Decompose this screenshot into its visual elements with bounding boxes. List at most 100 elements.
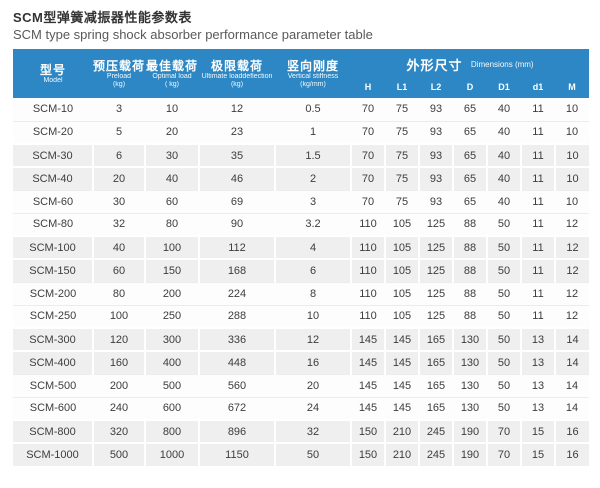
value-cell: 30 <box>145 143 200 167</box>
value-cell: 50 <box>487 258 522 282</box>
value-cell: 125 <box>419 212 453 236</box>
value-cell: 69 <box>199 189 275 213</box>
value-cell: 5 <box>93 120 145 144</box>
value-cell: 12 <box>199 98 275 121</box>
value-cell: 150 <box>145 258 200 282</box>
value-cell: 190 <box>453 419 488 443</box>
value-cell: 40 <box>93 235 146 259</box>
value-cell: 65 <box>453 120 487 144</box>
value-cell: 12 <box>555 212 590 236</box>
value-cell: 65 <box>453 189 487 213</box>
model-cell: SCM-60 <box>13 189 93 213</box>
value-cell: 165 <box>419 396 453 420</box>
value-cell: 200 <box>145 281 199 305</box>
value-cell: 32 <box>275 419 352 443</box>
value-cell: 24 <box>275 396 351 420</box>
model-cell: SCM-80 <box>13 212 93 236</box>
value-cell: 110 <box>351 212 385 236</box>
value-cell: 110 <box>351 235 386 259</box>
value-cell: 93 <box>419 98 453 121</box>
value-cell: 11 <box>521 120 555 144</box>
value-cell: 20 <box>145 120 199 144</box>
value-cell: 145 <box>351 396 385 420</box>
value-cell: 2 <box>275 166 352 190</box>
value-cell: 13 <box>521 327 556 351</box>
column-header-M: M <box>555 82 590 98</box>
value-cell: 88 <box>453 258 488 282</box>
value-cell: 245 <box>419 442 454 466</box>
value-cell: 320 <box>93 419 146 443</box>
value-cell: 145 <box>351 350 386 374</box>
value-cell: 32 <box>93 212 145 236</box>
value-cell: 224 <box>199 281 275 305</box>
value-cell: 105 <box>385 281 419 305</box>
value-cell: 11 <box>521 189 555 213</box>
value-cell: 210 <box>385 419 420 443</box>
value-cell: 14 <box>555 373 590 397</box>
table-row: SCM-150 60 150 168 6 110 105 125 88 50 11 12 <box>13 258 590 282</box>
value-cell: 70 <box>487 419 522 443</box>
value-cell: 4 <box>275 235 352 259</box>
value-cell: 75 <box>385 166 420 190</box>
value-cell: 125 <box>419 235 454 259</box>
value-cell: 100 <box>93 304 145 328</box>
table-row: SCM-600 240 600 672 24 145 145 165 130 50 13 14 <box>13 396 590 420</box>
value-cell: 112 <box>199 235 276 259</box>
model-cell: SCM-500 <box>13 373 93 397</box>
value-cell: 13 <box>521 396 555 420</box>
model-cell: SCM-30 <box>13 143 94 167</box>
column-header-optimal-load: 最佳载荷 Optimal load ( kg) <box>145 49 199 98</box>
value-cell: 90 <box>199 212 275 236</box>
params-table: 型号 Model 预压载荷 Preload (kg) 最佳载荷 Optimal … <box>13 49 590 466</box>
value-cell: 46 <box>199 166 276 190</box>
model-cell: SCM-1000 <box>13 442 94 466</box>
value-cell: 288 <box>199 304 275 328</box>
value-cell: 448 <box>199 350 276 374</box>
value-cell: 6 <box>93 143 146 167</box>
value-cell: 40 <box>487 143 522 167</box>
value-cell: 105 <box>385 258 420 282</box>
page-title: SCM型弹簧减振器性能参数表 <box>13 10 192 25</box>
value-cell: 400 <box>145 350 200 374</box>
value-cell: 150 <box>351 419 386 443</box>
value-cell: 145 <box>385 327 420 351</box>
value-cell: 110 <box>351 281 385 305</box>
model-cell: SCM-800 <box>13 419 94 443</box>
value-cell: 88 <box>453 281 487 305</box>
column-header-H: H <box>351 82 385 98</box>
value-cell: 6 <box>275 258 352 282</box>
value-cell: 93 <box>419 189 453 213</box>
value-cell: 145 <box>351 327 386 351</box>
table-row: SCM-30 6 30 35 1.5 70 75 93 65 40 11 10 <box>13 143 590 167</box>
value-cell: 145 <box>385 396 419 420</box>
value-cell: 3.2 <box>275 212 351 236</box>
value-cell: 10 <box>555 120 590 144</box>
model-cell: SCM-600 <box>13 396 93 420</box>
value-cell: 40 <box>487 189 521 213</box>
value-cell: 40 <box>145 166 200 190</box>
table-row: SCM-100 40 100 112 4 110 105 125 88 50 11 12 <box>13 235 590 259</box>
value-cell: 245 <box>419 419 454 443</box>
value-cell: 10 <box>275 304 351 328</box>
value-cell: 11 <box>521 281 555 305</box>
value-cell: 16 <box>555 442 590 466</box>
table-body: SCM-10 3 10 12 0.5 70 75 93 65 40 11 10 SCM-20 5 20 23 1… <box>13 98 590 466</box>
value-cell: 75 <box>385 98 419 121</box>
model-cell: SCM-400 <box>13 350 94 374</box>
value-cell: 35 <box>199 143 276 167</box>
value-cell: 145 <box>351 373 385 397</box>
value-cell: 125 <box>419 281 453 305</box>
column-header-ultimate-load: 极限载荷 Ultimate loaddeflection (kg) <box>199 49 275 98</box>
table-row: SCM-200 80 200 224 8 110 105 125 88 50 11 12 <box>13 281 590 305</box>
value-cell: 50 <box>275 442 352 466</box>
value-cell: 88 <box>453 304 487 328</box>
table-row: SCM-250 100 250 288 10 110 105 125 88 50 11 12 <box>13 304 590 328</box>
table-header: 型号 Model 预压载荷 Preload (kg) 最佳载荷 Optimal … <box>13 49 590 98</box>
table-row: SCM-800 320 800 896 32 150 210 245 190 70 15 16 <box>13 419 590 443</box>
table-row: SCM-1000 500 1000 1150 50 150 210 245 190 70 15 16 <box>13 442 590 466</box>
value-cell: 130 <box>453 373 487 397</box>
value-cell: 65 <box>453 166 488 190</box>
model-cell: SCM-10 <box>13 98 93 121</box>
model-cell: SCM-300 <box>13 327 94 351</box>
value-cell: 8 <box>275 281 351 305</box>
